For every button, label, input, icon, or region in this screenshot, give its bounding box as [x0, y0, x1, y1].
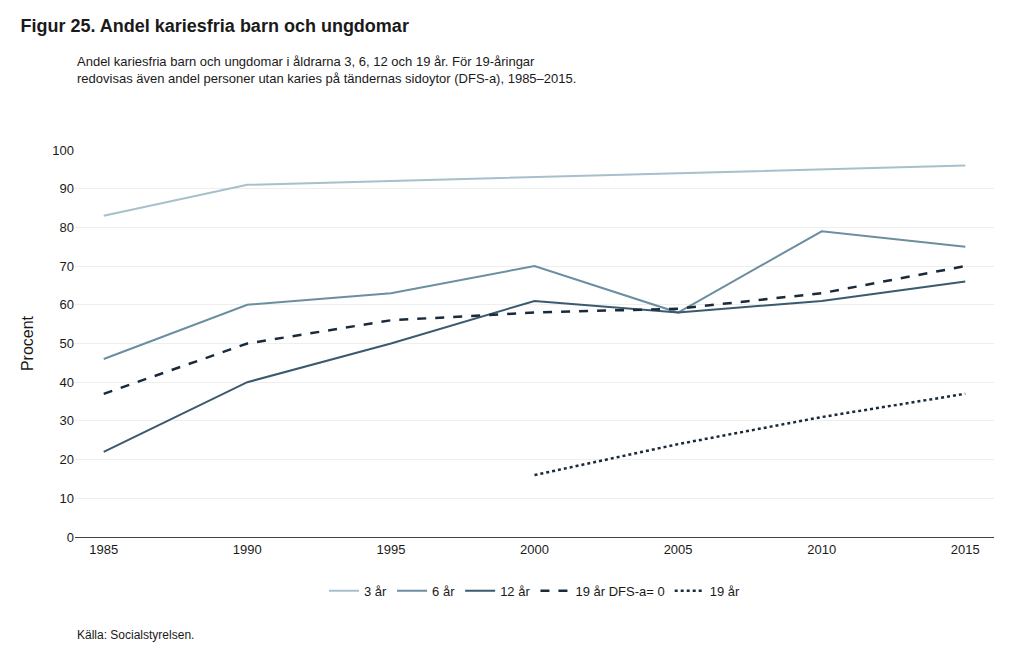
svg-text:50: 50	[60, 336, 74, 351]
svg-text:1990: 1990	[233, 542, 262, 557]
svg-text:12 år: 12 år	[500, 584, 530, 599]
svg-text:2010: 2010	[807, 542, 836, 557]
svg-text:Andel kariesfria barn och ungd: Andel kariesfria barn och ungdomar i åld…	[77, 54, 576, 86]
svg-text:90: 90	[60, 181, 74, 196]
svg-text:Källa: Socialstyrelsen.: Källa: Socialstyrelsen.	[77, 628, 194, 642]
svg-text:30: 30	[60, 413, 74, 428]
svg-text:19 år: 19 år	[710, 584, 740, 599]
svg-text:20: 20	[60, 452, 74, 467]
svg-text:10: 10	[60, 491, 74, 506]
svg-text:80: 80	[60, 220, 74, 235]
svg-text:70: 70	[60, 259, 74, 274]
svg-text:60: 60	[60, 297, 74, 312]
svg-text:Figur 25. Andel kariesfria bar: Figur 25. Andel kariesfria barn och ungd…	[20, 16, 408, 36]
svg-text:Procent: Procent	[19, 315, 36, 371]
svg-text:6 år: 6 år	[432, 584, 455, 599]
svg-text:3 år: 3 år	[364, 584, 387, 599]
svg-text:2005: 2005	[664, 542, 693, 557]
svg-text:2000: 2000	[520, 542, 549, 557]
svg-text:19 år DFS-a= 0: 19 år DFS-a= 0	[575, 584, 664, 599]
svg-text:0: 0	[67, 530, 74, 545]
svg-text:1985: 1985	[89, 542, 118, 557]
svg-text:1995: 1995	[376, 542, 405, 557]
svg-text:40: 40	[60, 375, 74, 390]
svg-text:2015: 2015	[951, 542, 980, 557]
svg-text:100: 100	[52, 143, 74, 158]
